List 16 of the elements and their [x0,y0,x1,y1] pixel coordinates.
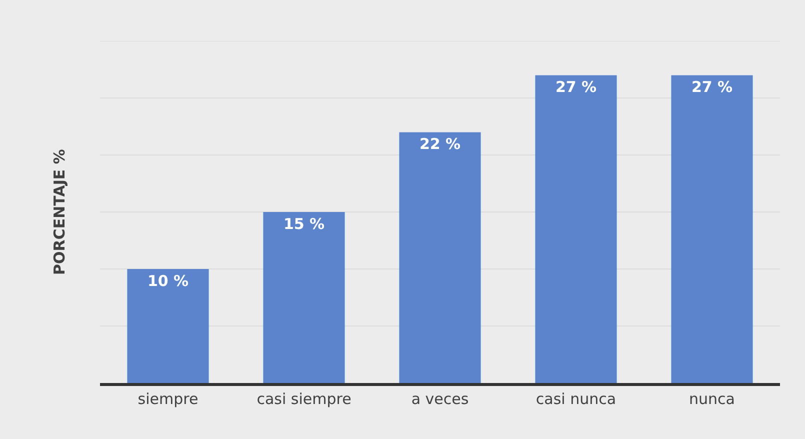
bar [399,132,481,383]
data-label: 27 % [691,78,733,96]
bar [671,75,753,383]
y-axis-title: PORCENTAJE % [50,149,68,275]
x-tick-label: casi siempre [256,390,352,408]
x-tick-label: a veces [411,390,469,408]
x-tick-label: nunca [689,390,735,408]
x-tick-label: casi nunca [536,390,616,408]
data-label: 15 % [283,215,325,233]
bar [127,269,209,383]
data-label: 27 % [555,78,597,96]
data-label: 22 % [419,135,461,154]
data-label: 10 % [147,272,189,290]
bar [263,212,345,383]
bar [535,75,617,383]
x-tick-label: siempre [138,390,198,408]
